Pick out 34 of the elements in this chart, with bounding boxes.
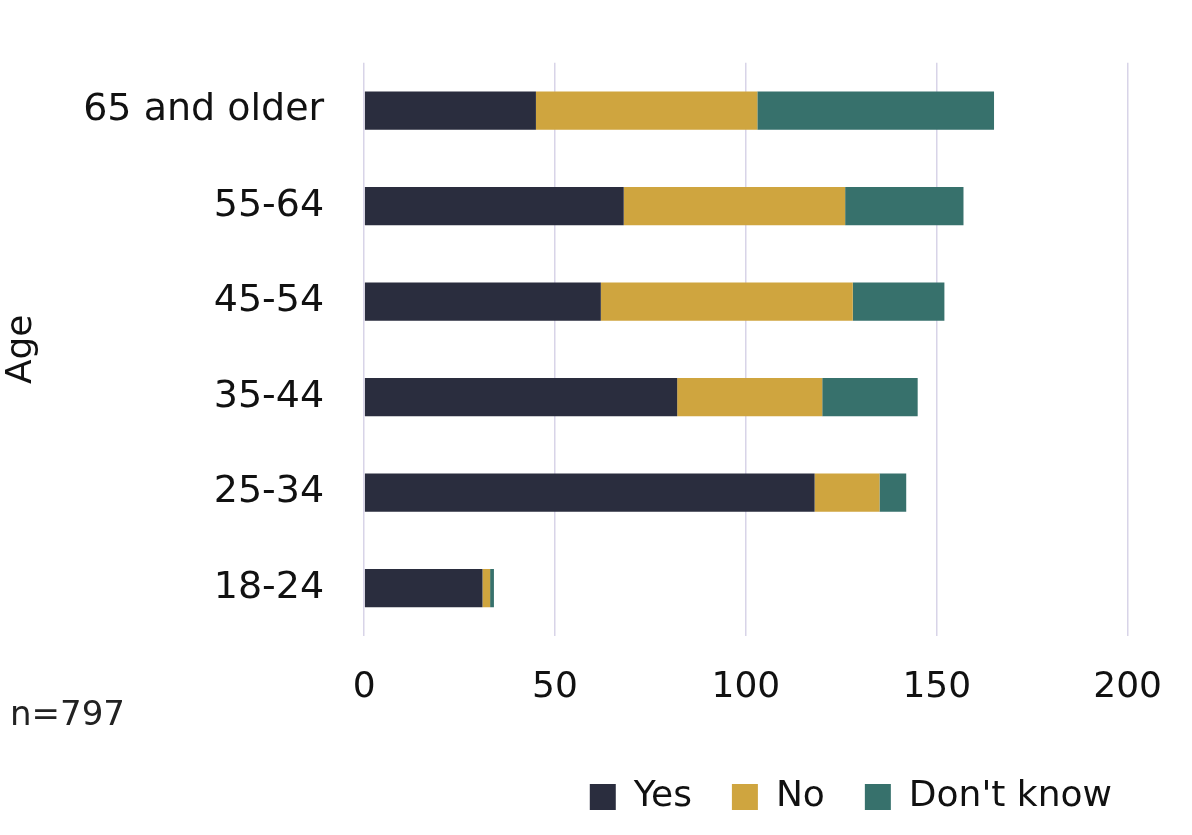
x-tick-label: 200 bbox=[1093, 663, 1162, 705]
y-tick-label: 55-64 bbox=[213, 180, 325, 225]
bar bbox=[623, 186, 846, 226]
y-axis-title: Age bbox=[0, 314, 39, 385]
bar bbox=[814, 473, 880, 512]
legend-label: No bbox=[775, 773, 825, 815]
y-tick-label: 35-44 bbox=[213, 371, 325, 416]
x-tick-label: 100 bbox=[711, 663, 781, 705]
bar bbox=[757, 91, 995, 130]
y-tick-label: 65 and older bbox=[83, 85, 325, 130]
bar bbox=[879, 473, 907, 512]
x-tick-label: 50 bbox=[532, 663, 578, 705]
bar bbox=[364, 282, 601, 321]
bar bbox=[364, 186, 624, 226]
bar bbox=[535, 91, 758, 130]
x-tick-label: 0 bbox=[352, 663, 376, 705]
bar bbox=[364, 473, 815, 512]
bar bbox=[600, 282, 853, 321]
x-tick-label: 150 bbox=[902, 663, 972, 705]
bar bbox=[845, 186, 964, 226]
bar bbox=[364, 377, 678, 417]
bar bbox=[364, 91, 536, 130]
y-tick-label: 45-54 bbox=[213, 276, 325, 321]
bar bbox=[677, 377, 823, 417]
bar bbox=[822, 377, 918, 417]
y-tick-label: 25-34 bbox=[213, 467, 325, 512]
legend-label: Yes bbox=[632, 773, 692, 815]
text: n=797 bbox=[10, 692, 125, 733]
bar bbox=[364, 568, 483, 608]
bar bbox=[852, 282, 945, 321]
legend-label: Don't know bbox=[908, 773, 1113, 815]
bar bbox=[490, 568, 494, 608]
bar bbox=[482, 568, 491, 608]
y-tick-label: 18-24 bbox=[213, 562, 325, 607]
